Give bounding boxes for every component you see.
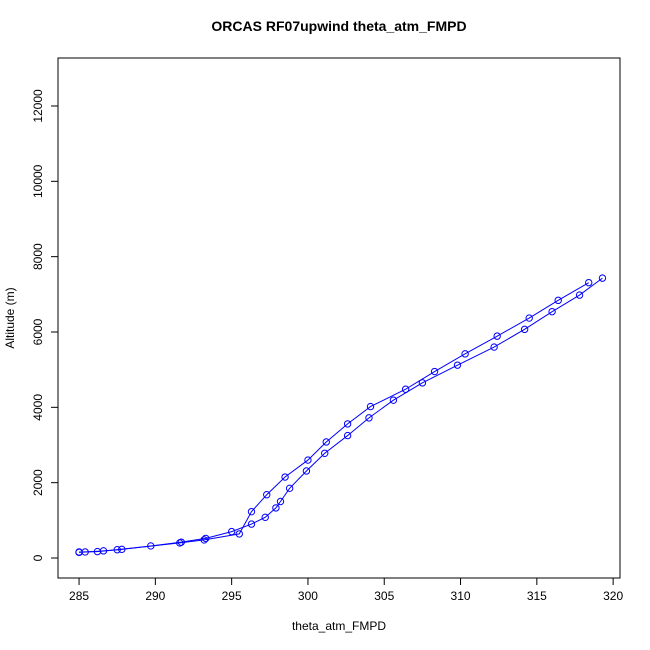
data-point bbox=[365, 414, 373, 422]
data-point bbox=[493, 332, 501, 340]
x-axis-label: theta_atm_FMPD bbox=[292, 619, 386, 633]
data-point bbox=[272, 504, 280, 512]
data-point bbox=[430, 367, 439, 376]
data-point bbox=[321, 449, 329, 457]
x-tick-label: 290 bbox=[145, 589, 165, 603]
data-point bbox=[304, 456, 312, 464]
y-tick-label: 10000 bbox=[31, 164, 45, 198]
data-point bbox=[575, 291, 584, 299]
data-point bbox=[118, 545, 126, 554]
data-point bbox=[302, 467, 311, 475]
data-point bbox=[235, 530, 243, 538]
data-point bbox=[261, 513, 269, 522]
data-point bbox=[75, 548, 83, 557]
data-point bbox=[176, 539, 184, 547]
x-tick-label: 315 bbox=[527, 589, 547, 603]
data-point bbox=[525, 314, 533, 322]
x-tick-label: 320 bbox=[603, 589, 623, 603]
data-point bbox=[276, 497, 285, 506]
data-point bbox=[281, 473, 289, 481]
x-tick-label: 300 bbox=[298, 589, 318, 603]
y-tick-label: 0 bbox=[31, 554, 45, 561]
data-point bbox=[200, 536, 208, 544]
y-axis-label: Altitude (m) bbox=[3, 287, 17, 348]
data-point bbox=[247, 520, 256, 528]
y-tick-label: 4000 bbox=[31, 394, 45, 421]
data-point bbox=[585, 278, 593, 287]
y-tick-label: 6000 bbox=[31, 318, 45, 345]
x-tick-label: 310 bbox=[451, 589, 471, 603]
data-point bbox=[490, 343, 498, 351]
data-point bbox=[453, 361, 462, 369]
chart-title: ORCAS RF07upwind theta_atm_FMPD bbox=[211, 18, 466, 34]
data-point bbox=[401, 385, 410, 393]
data-point bbox=[554, 296, 562, 305]
data-point bbox=[285, 484, 294, 493]
data-point bbox=[99, 547, 108, 555]
data-line bbox=[79, 282, 589, 553]
data-point bbox=[598, 274, 607, 282]
x-tick-label: 295 bbox=[222, 589, 242, 603]
data-point bbox=[343, 420, 352, 428]
data-point bbox=[322, 438, 330, 446]
y-tick-label: 12000 bbox=[31, 89, 45, 123]
data-point bbox=[548, 307, 556, 316]
data-point bbox=[263, 491, 271, 499]
plot-frame bbox=[57, 57, 621, 579]
data-point bbox=[461, 350, 469, 358]
x-tick-label: 285 bbox=[69, 589, 89, 603]
data-line bbox=[79, 277, 603, 553]
x-tick-label: 305 bbox=[374, 589, 394, 603]
y-tick-label: 2000 bbox=[31, 469, 45, 496]
data-point bbox=[366, 402, 375, 411]
data-point bbox=[520, 325, 529, 334]
data-point bbox=[202, 534, 210, 543]
data-point bbox=[418, 379, 427, 387]
y-tick-label: 8000 bbox=[31, 243, 45, 270]
data-point bbox=[247, 507, 256, 516]
data-point bbox=[389, 396, 398, 404]
data-point bbox=[343, 431, 352, 440]
